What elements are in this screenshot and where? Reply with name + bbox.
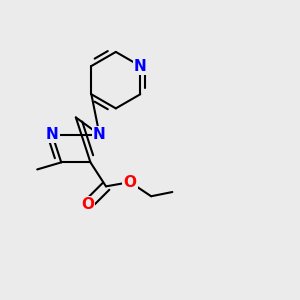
Text: N: N (134, 58, 147, 74)
Text: N: N (46, 127, 58, 142)
Text: N: N (93, 127, 106, 142)
Text: O: O (124, 175, 136, 190)
Text: O: O (81, 197, 94, 212)
